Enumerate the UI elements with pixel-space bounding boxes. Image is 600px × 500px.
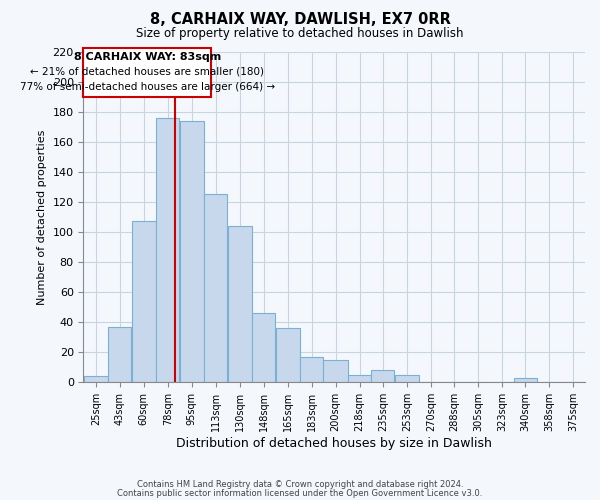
Bar (323, 360, 348, 382)
Bar (371, 370, 394, 382)
Text: Contains public sector information licensed under the Open Government Licence v3: Contains public sector information licen… (118, 488, 482, 498)
Bar (227, 226, 252, 382)
Text: Size of property relative to detached houses in Dawlish: Size of property relative to detached ho… (136, 28, 464, 40)
Bar (275, 328, 300, 382)
Bar (514, 378, 537, 382)
Bar (300, 357, 323, 382)
FancyBboxPatch shape (83, 48, 211, 96)
Bar (131, 222, 156, 382)
Text: ← 21% of detached houses are smaller (180): ← 21% of detached houses are smaller (18… (30, 66, 264, 76)
Bar (179, 120, 204, 382)
Bar (109, 326, 131, 382)
X-axis label: Distribution of detached houses by size in Dawlish: Distribution of detached houses by size … (176, 437, 492, 450)
Bar (395, 375, 419, 382)
Y-axis label: Number of detached properties: Number of detached properties (37, 129, 47, 304)
Bar (204, 194, 227, 382)
Text: Contains HM Land Registry data © Crown copyright and database right 2024.: Contains HM Land Registry data © Crown c… (137, 480, 463, 489)
Bar (348, 375, 371, 382)
Bar (252, 313, 275, 382)
Text: 8 CARHAIX WAY: 83sqm: 8 CARHAIX WAY: 83sqm (74, 52, 221, 62)
Text: 77% of semi-detached houses are larger (664) →: 77% of semi-detached houses are larger (… (20, 82, 275, 92)
Bar (83, 376, 108, 382)
Text: 8, CARHAIX WAY, DAWLISH, EX7 0RR: 8, CARHAIX WAY, DAWLISH, EX7 0RR (149, 12, 451, 28)
Bar (157, 118, 179, 382)
